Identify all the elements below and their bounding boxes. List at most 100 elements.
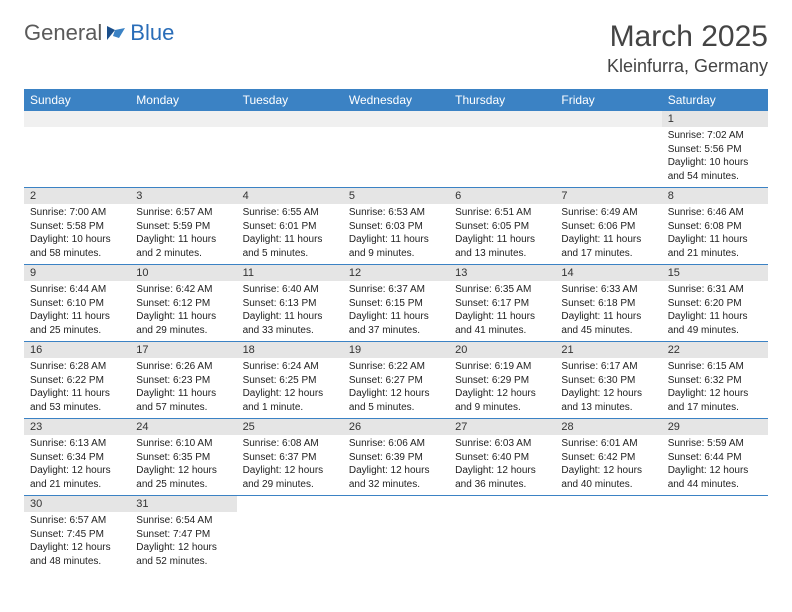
sunrise-text: Sunrise: 6:57 AM (136, 206, 230, 220)
day-content: Sunrise: 5:59 AMSunset: 6:44 PMDaylight:… (662, 435, 768, 495)
calendar-cell: 22Sunrise: 6:15 AMSunset: 6:32 PMDayligh… (662, 342, 768, 419)
logo-flag-icon (105, 24, 127, 42)
day-content: Sunrise: 6:19 AMSunset: 6:29 PMDaylight:… (449, 358, 555, 418)
calendar-week-row: 2Sunrise: 7:00 AMSunset: 5:58 PMDaylight… (24, 188, 768, 265)
daylight-text: Daylight: 10 hours and 54 minutes. (668, 156, 762, 183)
day-number: 22 (662, 342, 768, 358)
sunset-text: Sunset: 6:37 PM (243, 451, 337, 465)
daylight-text: Daylight: 11 hours and 33 minutes. (243, 310, 337, 337)
calendar-cell: 20Sunrise: 6:19 AMSunset: 6:29 PMDayligh… (449, 342, 555, 419)
day-content: Sunrise: 6:13 AMSunset: 6:34 PMDaylight:… (24, 435, 130, 495)
calendar-cell: 16Sunrise: 6:28 AMSunset: 6:22 PMDayligh… (24, 342, 130, 419)
sunset-text: Sunset: 6:27 PM (349, 374, 443, 388)
day-number: 28 (555, 419, 661, 435)
calendar-cell: 2Sunrise: 7:00 AMSunset: 5:58 PMDaylight… (24, 188, 130, 265)
sunset-text: Sunset: 6:44 PM (668, 451, 762, 465)
day-content: Sunrise: 6:31 AMSunset: 6:20 PMDaylight:… (662, 281, 768, 341)
calendar-cell: 23Sunrise: 6:13 AMSunset: 6:34 PMDayligh… (24, 419, 130, 496)
sunrise-text: Sunrise: 6:26 AM (136, 360, 230, 374)
calendar-cell: 27Sunrise: 6:03 AMSunset: 6:40 PMDayligh… (449, 419, 555, 496)
calendar-cell (343, 111, 449, 188)
sunset-text: Sunset: 5:59 PM (136, 220, 230, 234)
daylight-text: Daylight: 12 hours and 25 minutes. (136, 464, 230, 491)
daylight-text: Daylight: 11 hours and 29 minutes. (136, 310, 230, 337)
logo-text-blue: Blue (130, 20, 174, 46)
daylight-text: Daylight: 11 hours and 9 minutes. (349, 233, 443, 260)
sunset-text: Sunset: 6:34 PM (30, 451, 124, 465)
calendar-cell: 19Sunrise: 6:22 AMSunset: 6:27 PMDayligh… (343, 342, 449, 419)
calendar-cell: 3Sunrise: 6:57 AMSunset: 5:59 PMDaylight… (130, 188, 236, 265)
calendar-cell (449, 496, 555, 573)
sunset-text: Sunset: 6:06 PM (561, 220, 655, 234)
sunrise-text: Sunrise: 6:40 AM (243, 283, 337, 297)
location: Kleinfurra, Germany (607, 56, 768, 77)
weekday-header: Tuesday (237, 89, 343, 111)
sunset-text: Sunset: 6:13 PM (243, 297, 337, 311)
day-content: Sunrise: 6:24 AMSunset: 6:25 PMDaylight:… (237, 358, 343, 418)
daylight-text: Daylight: 12 hours and 9 minutes. (455, 387, 549, 414)
day-number: 18 (237, 342, 343, 358)
daylight-text: Daylight: 11 hours and 49 minutes. (668, 310, 762, 337)
calendar-cell: 21Sunrise: 6:17 AMSunset: 6:30 PMDayligh… (555, 342, 661, 419)
sunrise-text: Sunrise: 6:06 AM (349, 437, 443, 451)
day-content: Sunrise: 6:26 AMSunset: 6:23 PMDaylight:… (130, 358, 236, 418)
calendar-cell: 30Sunrise: 6:57 AMSunset: 7:45 PMDayligh… (24, 496, 130, 573)
sunrise-text: Sunrise: 6:46 AM (668, 206, 762, 220)
calendar-week-row: 1Sunrise: 7:02 AMSunset: 5:56 PMDaylight… (24, 111, 768, 188)
day-content: Sunrise: 6:35 AMSunset: 6:17 PMDaylight:… (449, 281, 555, 341)
day-content: Sunrise: 6:22 AMSunset: 6:27 PMDaylight:… (343, 358, 449, 418)
sunset-text: Sunset: 6:23 PM (136, 374, 230, 388)
day-content: Sunrise: 6:49 AMSunset: 6:06 PMDaylight:… (555, 204, 661, 264)
sunrise-text: Sunrise: 6:53 AM (349, 206, 443, 220)
sunset-text: Sunset: 7:47 PM (136, 528, 230, 542)
day-number-empty (343, 111, 449, 127)
day-content: Sunrise: 7:00 AMSunset: 5:58 PMDaylight:… (24, 204, 130, 264)
weekday-header: Sunday (24, 89, 130, 111)
daylight-text: Daylight: 11 hours and 45 minutes. (561, 310, 655, 337)
title-block: March 2025 Kleinfurra, Germany (607, 20, 768, 77)
daylight-text: Daylight: 12 hours and 52 minutes. (136, 541, 230, 568)
day-number: 1 (662, 111, 768, 127)
calendar-cell: 15Sunrise: 6:31 AMSunset: 6:20 PMDayligh… (662, 265, 768, 342)
day-number: 4 (237, 188, 343, 204)
month-title: March 2025 (607, 20, 768, 54)
daylight-text: Daylight: 11 hours and 21 minutes. (668, 233, 762, 260)
sunrise-text: Sunrise: 6:03 AM (455, 437, 549, 451)
calendar-cell (343, 496, 449, 573)
day-content: Sunrise: 6:06 AMSunset: 6:39 PMDaylight:… (343, 435, 449, 495)
calendar-cell: 4Sunrise: 6:55 AMSunset: 6:01 PMDaylight… (237, 188, 343, 265)
calendar-week-row: 23Sunrise: 6:13 AMSunset: 6:34 PMDayligh… (24, 419, 768, 496)
daylight-text: Daylight: 12 hours and 32 minutes. (349, 464, 443, 491)
day-number: 26 (343, 419, 449, 435)
sunset-text: Sunset: 6:35 PM (136, 451, 230, 465)
day-content: Sunrise: 6:53 AMSunset: 6:03 PMDaylight:… (343, 204, 449, 264)
day-content: Sunrise: 6:40 AMSunset: 6:13 PMDaylight:… (237, 281, 343, 341)
sunset-text: Sunset: 6:17 PM (455, 297, 549, 311)
calendar-body: 1Sunrise: 7:02 AMSunset: 5:56 PMDaylight… (24, 111, 768, 572)
weekday-header: Friday (555, 89, 661, 111)
day-number: 12 (343, 265, 449, 281)
calendar-cell: 28Sunrise: 6:01 AMSunset: 6:42 PMDayligh… (555, 419, 661, 496)
logo-text-general: General (24, 20, 102, 46)
daylight-text: Daylight: 12 hours and 36 minutes. (455, 464, 549, 491)
day-content: Sunrise: 6:03 AMSunset: 6:40 PMDaylight:… (449, 435, 555, 495)
day-number-empty (449, 111, 555, 127)
daylight-text: Daylight: 12 hours and 13 minutes. (561, 387, 655, 414)
sunset-text: Sunset: 6:42 PM (561, 451, 655, 465)
day-number-empty (555, 111, 661, 127)
day-content: Sunrise: 6:15 AMSunset: 6:32 PMDaylight:… (662, 358, 768, 418)
day-number: 13 (449, 265, 555, 281)
sunset-text: Sunset: 6:03 PM (349, 220, 443, 234)
sunset-text: Sunset: 6:32 PM (668, 374, 762, 388)
day-content: Sunrise: 6:10 AMSunset: 6:35 PMDaylight:… (130, 435, 236, 495)
calendar-header-row: SundayMondayTuesdayWednesdayThursdayFrid… (24, 89, 768, 111)
calendar-week-row: 9Sunrise: 6:44 AMSunset: 6:10 PMDaylight… (24, 265, 768, 342)
weekday-header: Saturday (662, 89, 768, 111)
calendar-cell: 12Sunrise: 6:37 AMSunset: 6:15 PMDayligh… (343, 265, 449, 342)
calendar-cell: 24Sunrise: 6:10 AMSunset: 6:35 PMDayligh… (130, 419, 236, 496)
day-number: 29 (662, 419, 768, 435)
day-content: Sunrise: 6:08 AMSunset: 6:37 PMDaylight:… (237, 435, 343, 495)
day-number: 8 (662, 188, 768, 204)
sunrise-text: Sunrise: 6:51 AM (455, 206, 549, 220)
day-number-empty (130, 111, 236, 127)
